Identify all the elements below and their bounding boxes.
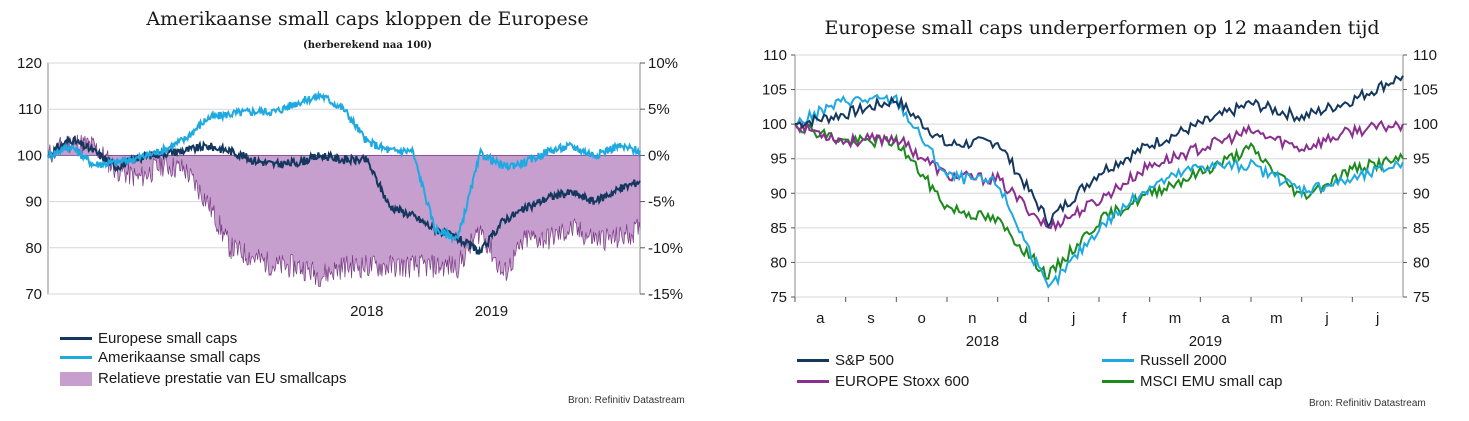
right-x-tick-label: j: [1375, 310, 1379, 327]
relative-performance-area: [47, 134, 641, 288]
right-y-tick-label: 110: [763, 47, 787, 64]
right-chart-svg: 110 110 105 105 100 100 95 95 90 90 85 85 80 80 75 75 a s…: [762, 47, 1438, 350]
legend-item-relative: Relatieve prestatie van EU smallcaps: [60, 370, 346, 387]
right-x-tick-label: n: [968, 310, 976, 327]
left-y2-tick-label: -10%: [648, 240, 683, 257]
legend-label-us: Amerikaanse small caps: [98, 349, 261, 366]
legend-label-sp500: S&P 500: [835, 352, 894, 369]
legend-item-sp500: S&P 500: [797, 352, 894, 369]
right-x-tick-label: f: [1122, 310, 1127, 327]
right-chart-legend: S&P 500 Russell 2000 EUROPE Stoxx 600 MS…: [797, 352, 1457, 392]
left-y2-tick-label: -5%: [648, 194, 675, 211]
left-y2-tick-label: 5%: [648, 101, 670, 118]
right-x-tick-label: m: [1169, 310, 1182, 327]
right-x-tick-label: d: [1019, 310, 1027, 327]
right-y-tick-label: 85: [770, 220, 787, 237]
right-y2-tick-label: 110: [1413, 47, 1437, 64]
left-chart-svg: 120 110 100 90 80 70 10% 5% 0% -5% -10% -15% 2018 201…: [17, 55, 683, 320]
sp500-line: [794, 74, 1404, 229]
left-y-tick-label: 100: [17, 147, 42, 164]
left-y-tick-label: 70: [25, 286, 42, 303]
right-y-tick-label: 75: [770, 289, 787, 306]
stoxx-600-line: [794, 119, 1404, 232]
legend-swatch-msci: [1102, 380, 1134, 383]
right-y-tick-label: 100: [762, 116, 787, 133]
legend-label-relative: Relatieve prestatie van EU smallcaps: [98, 370, 347, 387]
left-y2-tick-label: -15%: [648, 286, 683, 303]
legend-label-russell: Russell 2000: [1140, 352, 1227, 369]
legend-label-msci: MSCI EMU small cap: [1140, 373, 1283, 390]
right-x-year-label: 2019: [1189, 333, 1222, 350]
legend-item-russell: Russell 2000: [1102, 352, 1227, 369]
legend-swatch-sp500: [797, 359, 829, 362]
russell-2000-line: [795, 93, 1404, 289]
right-y2-tick-label: 80: [1413, 254, 1430, 271]
left-chart-subtitle: (herberekend naa 100): [303, 40, 432, 51]
legend-item-stoxx: EUROPE Stoxx 600: [797, 373, 969, 390]
legend-swatch-us: [60, 356, 92, 359]
right-y2-tick-label: 105: [1413, 82, 1438, 99]
legend-item-europe: Europese small caps: [60, 330, 237, 347]
right-chart-source: Bron: Refinitiv Datastream: [1309, 398, 1426, 409]
right-x-tick-label: j: [1071, 310, 1075, 327]
right-x-year-label: 2018: [966, 333, 999, 350]
left-chart-panel: Amerikaanse small caps kloppen de Europe…: [17, 8, 685, 406]
right-y2-tick-label: 100: [1413, 116, 1438, 133]
right-x-tick-label: m: [1270, 310, 1283, 327]
legend-label-stoxx: EUROPE Stoxx 600: [835, 373, 970, 390]
legend-item-us: Amerikaanse small caps: [60, 349, 261, 366]
legend-label-europe: Europese small caps: [98, 330, 238, 347]
left-y2-tick-label: 10%: [648, 55, 678, 72]
legend-swatch-russell: [1102, 359, 1134, 362]
right-x-tick-label: a: [816, 310, 825, 327]
right-x-tick-label: s: [867, 310, 875, 327]
legend-swatch-stoxx: [797, 380, 829, 383]
right-chart-title: Europese small caps underperformen op 12…: [824, 17, 1380, 39]
left-y-tick-label: 80: [25, 240, 42, 257]
left-chart-source: Bron: Refinitiv Datastream: [568, 395, 685, 406]
right-chart-panel: Europese small caps underperformen op 12…: [735, 0, 1469, 421]
right-x-tick-label: o: [917, 310, 925, 327]
left-y-tick-label: 120: [17, 55, 42, 72]
left-x-tick-label: 2019: [475, 303, 508, 320]
left-x-tick-label: 2018: [350, 303, 383, 320]
legend-swatch-europe: [60, 337, 92, 340]
right-y-tick-label: 90: [770, 185, 787, 202]
right-y-tick-label: 80: [770, 254, 787, 271]
right-y2-tick-label: 90: [1413, 185, 1430, 202]
right-y2-tick-label: 95: [1413, 151, 1430, 168]
left-y-tick-label: 90: [25, 194, 42, 211]
legend-item-msci: MSCI EMU small cap: [1102, 373, 1283, 390]
right-x-tick-label: a: [1221, 310, 1230, 327]
right-x-tick-label: j: [1324, 310, 1328, 327]
right-y2-tick-label: 75: [1413, 289, 1430, 306]
left-chart-title: Amerikaanse small caps kloppen de Europe…: [146, 8, 589, 30]
right-y-tick-label: 95: [770, 151, 787, 168]
right-y2-tick-label: 85: [1413, 220, 1430, 237]
legend-swatch-relative: [60, 371, 92, 386]
left-y-tick-label: 110: [18, 101, 42, 118]
us-small-caps-line: [47, 90, 641, 245]
left-y2-tick-label: 0%: [648, 147, 670, 164]
right-y-tick-label: 105: [762, 82, 787, 99]
